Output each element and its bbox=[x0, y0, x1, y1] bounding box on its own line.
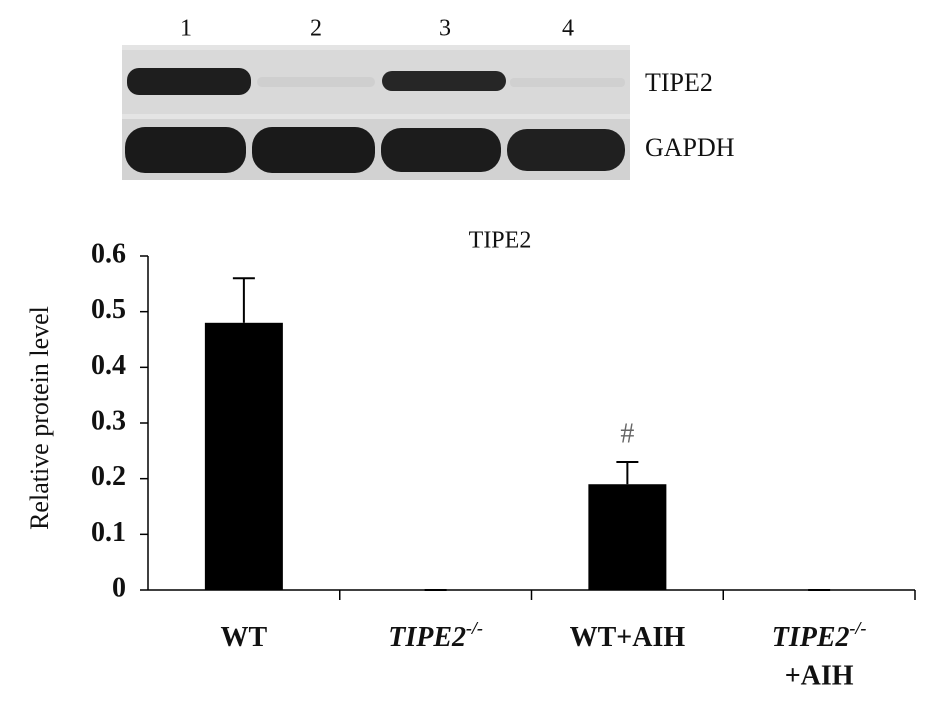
x-tick-label-text: TIPE2 bbox=[772, 622, 850, 653]
x-tick-label-text: WT bbox=[221, 622, 268, 653]
blot-band bbox=[127, 68, 251, 95]
x-tick-label-superscript: -/- bbox=[850, 618, 867, 638]
error-bar bbox=[616, 460, 639, 485]
blot-band bbox=[382, 71, 506, 91]
error-bar bbox=[232, 277, 255, 323]
lane-number: 4 bbox=[562, 16, 574, 42]
y-tick-label: 0.5 bbox=[91, 294, 126, 325]
y-tick-label: 0.1 bbox=[91, 517, 126, 548]
x-tick-label-superscript: -/- bbox=[466, 618, 483, 638]
lane-number: 3 bbox=[439, 16, 451, 42]
blot-band bbox=[125, 127, 246, 173]
blot-band bbox=[257, 77, 375, 87]
y-tick-label: 0.4 bbox=[91, 350, 126, 381]
x-tick-label: WT bbox=[221, 622, 268, 653]
chart-title: TIPE2 bbox=[469, 228, 532, 254]
x-tick-label: WT+AIH bbox=[570, 622, 686, 653]
blot-band bbox=[510, 78, 625, 87]
y-tick-label: 0.3 bbox=[91, 405, 126, 436]
y-tick-label: 0 bbox=[112, 572, 126, 603]
y-tick-label: 0.2 bbox=[91, 461, 126, 492]
significance-marker: # bbox=[620, 418, 634, 449]
bar bbox=[588, 484, 667, 590]
blot-band bbox=[381, 128, 501, 172]
y-tick-label: 0.6 bbox=[91, 238, 126, 269]
bar bbox=[204, 322, 283, 590]
lane-number: 2 bbox=[310, 16, 322, 42]
y-axis-label: Relative protein level bbox=[25, 306, 54, 530]
x-tick-label-text: WT+AIH bbox=[570, 622, 686, 653]
x-tick-label: TIPE2-/- bbox=[388, 618, 483, 653]
western-blot: 1 2 3 4 TIPE2 GAPDH bbox=[122, 16, 735, 180]
blot-row-label: TIPE2 bbox=[645, 68, 713, 97]
lane-number: 1 bbox=[180, 16, 192, 42]
x-tick-label-line2: +AIH bbox=[785, 660, 854, 691]
x-tick-label-text: TIPE2 bbox=[388, 622, 466, 653]
blot-band bbox=[252, 127, 375, 173]
blot-band bbox=[507, 129, 625, 171]
x-tick-label: TIPE2-/- bbox=[772, 618, 867, 653]
blot-row-label: GAPDH bbox=[645, 133, 735, 162]
